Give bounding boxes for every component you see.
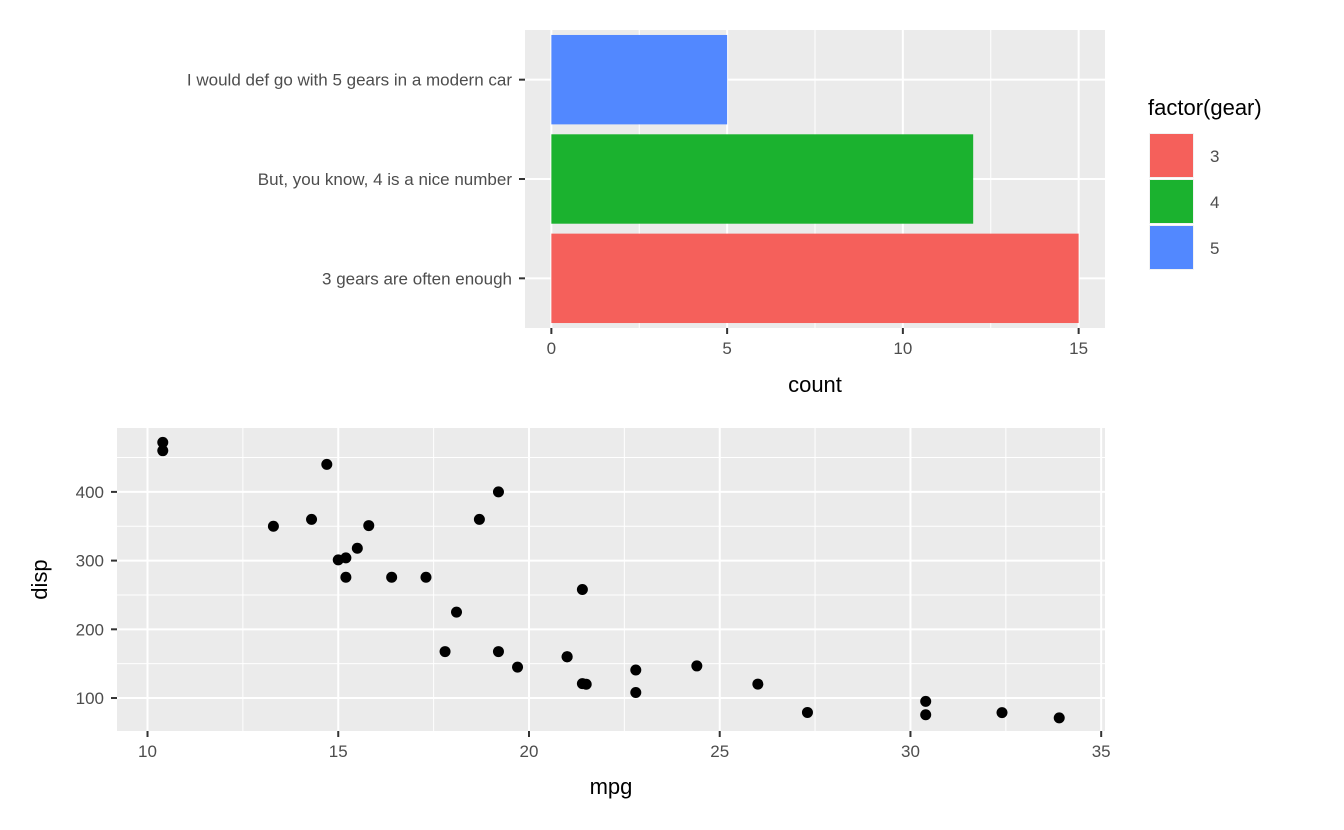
- legend-label: 3: [1210, 147, 1219, 166]
- x-tick-label: 30: [901, 742, 920, 761]
- x-tick-label: 10: [893, 339, 912, 358]
- y-tick-label: 400: [76, 483, 104, 502]
- data-point: [351, 542, 363, 554]
- panel-background: [117, 428, 1105, 731]
- bar-chart: 3 gears are often enough But, you know, 4…: [187, 30, 1262, 397]
- data-point: [512, 661, 524, 673]
- legend-title: factor(gear): [1148, 95, 1262, 120]
- legend: factor(gear) 3 4 5: [1148, 95, 1262, 270]
- legend-label: 5: [1210, 239, 1219, 258]
- data-point: [451, 606, 463, 618]
- data-point: [492, 646, 504, 658]
- data-point: [576, 678, 588, 690]
- x-tick-label: 25: [710, 742, 729, 761]
- data-point: [267, 520, 279, 532]
- data-point: [630, 664, 642, 676]
- data-point: [321, 458, 333, 470]
- data-point: [157, 436, 169, 448]
- legend-label: 4: [1210, 193, 1219, 212]
- scatter-chart: 10 15 20 25 30 35 100 200 300 400 mpg disp: [27, 428, 1111, 799]
- data-point: [157, 445, 169, 457]
- data-point: [1053, 712, 1065, 724]
- bar: [551, 233, 1079, 324]
- data-point: [473, 513, 485, 525]
- y-tick-label: 100: [76, 689, 104, 708]
- y-axis-title: disp: [27, 559, 52, 599]
- data-point: [340, 571, 352, 583]
- data-point: [630, 687, 642, 699]
- data-point: [561, 651, 573, 663]
- data-point: [420, 571, 432, 583]
- x-tick-label: 10: [138, 742, 157, 761]
- y-tick-label: I would def go with 5 gears in a modern …: [187, 71, 512, 90]
- x-tick-label: 15: [1069, 339, 1088, 358]
- data-point: [332, 554, 344, 566]
- data-point: [752, 678, 764, 690]
- x-axis-title: mpg: [590, 774, 633, 799]
- x-tick-label: 5: [722, 339, 731, 358]
- data-point: [306, 513, 318, 525]
- legend-key: [1150, 134, 1193, 177]
- data-point: [576, 583, 588, 595]
- data-point: [996, 707, 1008, 719]
- x-axis-title: count: [788, 372, 842, 397]
- x-tick-label: 20: [520, 742, 539, 761]
- data-point: [691, 660, 703, 672]
- data-point: [492, 486, 504, 498]
- data-point: [439, 646, 451, 658]
- data-point: [801, 706, 813, 718]
- y-tick-label: 300: [76, 552, 104, 571]
- data-point: [363, 520, 375, 532]
- y-tick-label: 3 gears are often enough: [322, 269, 512, 288]
- y-tick-label: But, you know, 4 is a nice number: [258, 170, 513, 189]
- x-tick-label: 15: [329, 742, 348, 761]
- x-tick-label: 35: [1092, 742, 1111, 761]
- y-tick-label: 200: [76, 620, 104, 639]
- data-point: [920, 709, 932, 721]
- legend-key: [1150, 226, 1193, 269]
- data-point: [386, 571, 398, 583]
- bar: [551, 34, 728, 125]
- bar: [551, 134, 974, 224]
- legend-key: [1150, 180, 1193, 223]
- x-tick-label: 0: [547, 339, 556, 358]
- data-point: [920, 695, 932, 707]
